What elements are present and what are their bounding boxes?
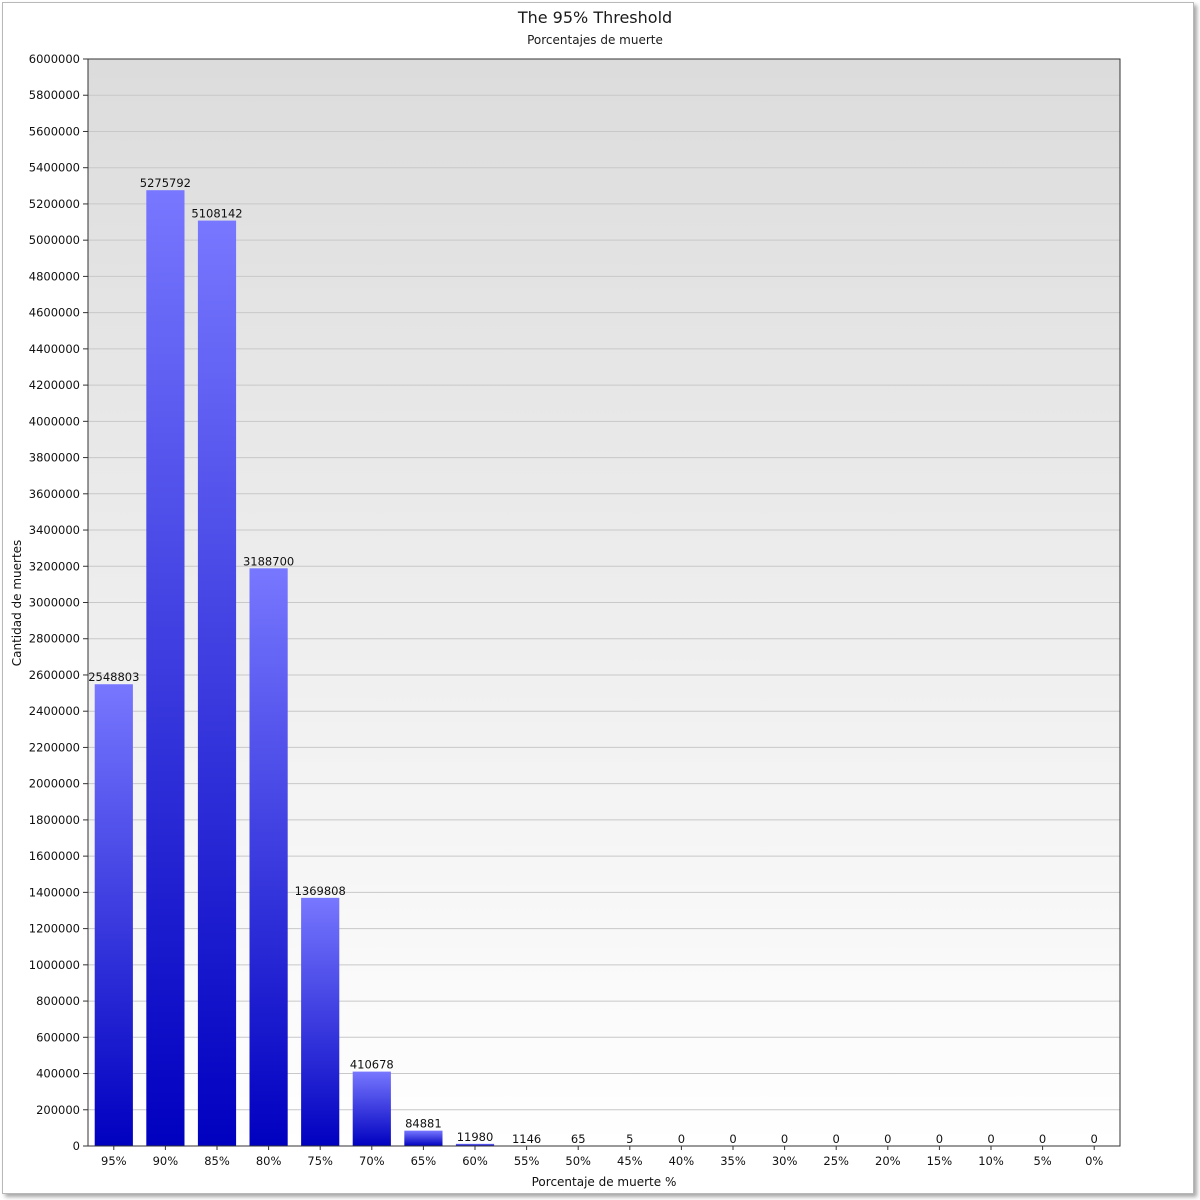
bar	[146, 190, 185, 1147]
x-tick-label: 0%	[1085, 1154, 1103, 1168]
x-tick-label: 70%	[359, 1154, 385, 1168]
bar	[197, 220, 237, 1146]
y-tick-label: 5600000	[29, 124, 80, 138]
y-tick-label: 3800000	[29, 451, 80, 465]
x-tick-label: 40%	[669, 1154, 695, 1168]
y-axis-title: Cantidad de muertes	[10, 540, 24, 667]
bar	[455, 1143, 495, 1146]
x-tick-label: 30%	[772, 1154, 798, 1168]
y-tick-label: 800000	[36, 994, 80, 1008]
plot-border	[87, 58, 1121, 1147]
x-tick-label: 45%	[617, 1154, 643, 1168]
x-tick-label: 10%	[978, 1154, 1004, 1168]
bar-value-label: 5275792	[140, 176, 191, 190]
bar	[404, 1130, 443, 1146]
y-tick-label: 3400000	[29, 523, 80, 537]
x-axis-title: Porcentaje de muerte %	[532, 1175, 677, 1189]
bar	[249, 568, 288, 1146]
y-tick-label: 1000000	[29, 958, 80, 972]
bar-value-label: 1146	[512, 1132, 541, 1146]
x-tick-label: 20%	[875, 1154, 901, 1168]
y-tick-label: 2600000	[29, 668, 80, 682]
bar	[301, 897, 340, 1146]
y-tick-label: 1800000	[29, 813, 80, 827]
y-tick-label: 4800000	[29, 269, 80, 283]
x-axis-ticks: 95% 90% 85% 80% 75% 70% 65% 60% 55% 50% 45% 40% 35% 3…	[101, 1146, 1103, 1168]
data-labels: 2548803 5275792 5108142 3188700 1369808 41067…	[88, 176, 1098, 1146]
bar-value-label: 410678	[350, 1058, 394, 1072]
y-tick-label: 1200000	[29, 922, 80, 936]
y-tick-label: 6000000	[29, 52, 80, 66]
x-tick-label: 55%	[514, 1154, 540, 1168]
x-tick-label: 60%	[462, 1154, 488, 1168]
x-tick-label: 75%	[307, 1154, 333, 1168]
bar-value-label: 5108142	[191, 207, 242, 221]
y-tick-label: 3200000	[29, 559, 80, 573]
y-tick-label: 600000	[36, 1030, 80, 1044]
y-axis-ticks: 0 200000 400000 600000 800000 1000000 1200000 1…	[29, 52, 88, 1153]
bar	[352, 1071, 391, 1146]
bar-value-label: 0	[833, 1132, 840, 1146]
bar-value-label: 0	[884, 1132, 891, 1146]
x-tick-label: 95%	[101, 1154, 127, 1168]
y-tick-label: 2200000	[29, 740, 80, 754]
bar-value-label: 11980	[457, 1130, 494, 1144]
x-tick-label: 15%	[927, 1154, 953, 1168]
y-tick-label: 2800000	[29, 632, 80, 646]
bar-value-label: 0	[729, 1132, 736, 1146]
y-tick-label: 2000000	[29, 777, 80, 791]
y-tick-label: 4400000	[29, 342, 80, 356]
y-tick-label: 5200000	[29, 197, 80, 211]
y-tick-label: 400000	[36, 1067, 80, 1081]
y-tick-label: 1600000	[29, 849, 80, 863]
bar-value-label: 65	[571, 1132, 586, 1146]
y-tick-label: 2400000	[29, 704, 80, 718]
x-tick-label: 65%	[411, 1154, 437, 1168]
bar-value-label: 0	[678, 1132, 685, 1146]
y-tick-label: 3000000	[29, 596, 80, 610]
bar-value-label: 0	[936, 1132, 943, 1146]
x-tick-label: 90%	[153, 1154, 179, 1168]
y-tick-label: 4000000	[29, 414, 80, 428]
y-tick-label: 3600000	[29, 487, 80, 501]
bar-value-label: 0	[781, 1132, 788, 1146]
bar-value-label: 0	[1091, 1132, 1098, 1146]
x-tick-label: 50%	[565, 1154, 591, 1168]
y-tick-label: 200000	[36, 1103, 80, 1117]
bars	[94, 190, 649, 1147]
bar-value-label: 3188700	[243, 554, 294, 568]
x-tick-label: 35%	[720, 1154, 746, 1168]
bar-value-label: 1369808	[295, 884, 346, 898]
chart-title: The 95% Threshold	[517, 8, 672, 27]
bar-value-label: 5	[626, 1132, 633, 1146]
y-tick-label: 0	[73, 1139, 80, 1153]
bar-value-label: 84881	[405, 1117, 442, 1131]
y-tick-label: 5400000	[29, 161, 80, 175]
x-tick-label: 5%	[1033, 1154, 1051, 1168]
y-tick-label: 1400000	[29, 885, 80, 899]
x-tick-label: 25%	[823, 1154, 849, 1168]
bar	[94, 684, 133, 1146]
bar-value-label: 0	[987, 1132, 994, 1146]
y-tick-label: 4200000	[29, 378, 80, 392]
x-tick-label: 80%	[256, 1154, 282, 1168]
y-tick-label: 4600000	[29, 306, 80, 320]
y-tick-label: 5800000	[29, 88, 80, 102]
bar-value-label: 0	[1039, 1132, 1046, 1146]
chart-subtitle: Porcentajes de muerte	[527, 33, 663, 47]
y-tick-label: 5000000	[29, 233, 80, 247]
x-tick-label: 85%	[204, 1154, 230, 1168]
bar-value-label: 2548803	[88, 670, 139, 684]
